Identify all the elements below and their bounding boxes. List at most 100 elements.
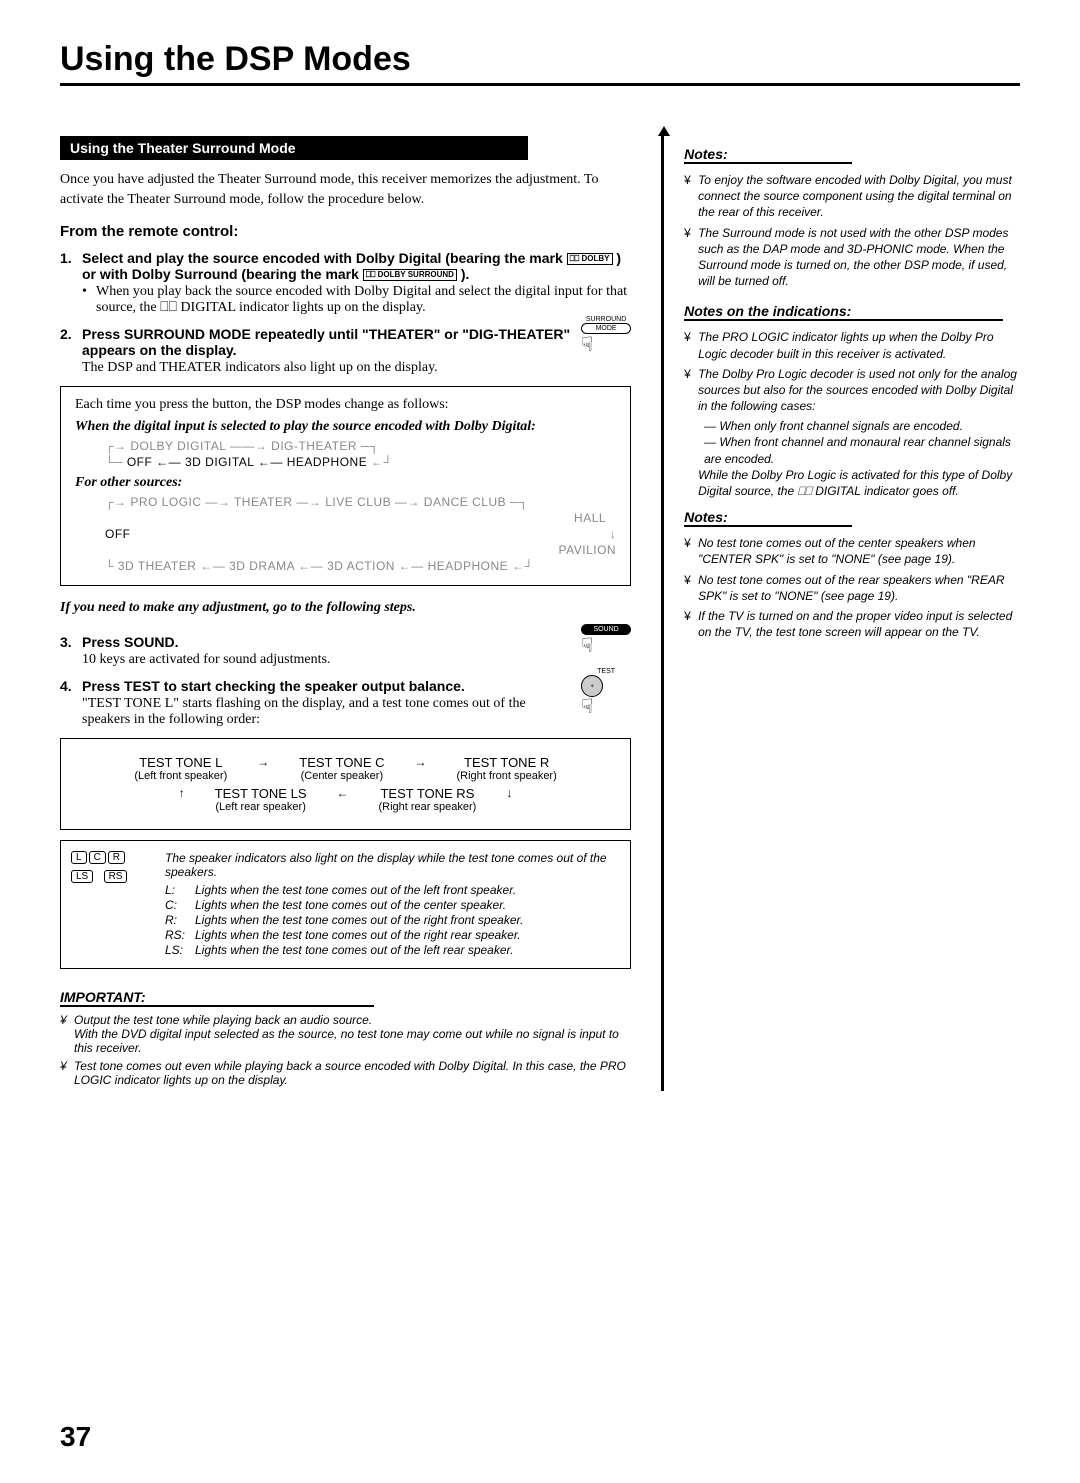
arrow-icon: ← (337, 786, 349, 813)
important-heading: IMPORTANT: (60, 989, 374, 1007)
page-title: Using the DSP Modes (60, 40, 1020, 86)
tone-l: TEST TONE L(Left front speaker) (134, 755, 227, 782)
spk-ls-text: Lights when the test tone comes out of t… (195, 943, 513, 957)
tone-ls-sub: (Left rear speaker) (215, 801, 307, 813)
step-1-title-a: Select and play the source encoded with … (82, 250, 567, 266)
arrow-up-icon: ↑ (179, 786, 185, 813)
imp-2: Test tone comes out even while playing b… (74, 1059, 631, 1087)
step-2-num: 2. (60, 326, 82, 376)
spk-k-ls: LS: (165, 943, 195, 957)
tone-c-label: TEST TONE C (299, 755, 384, 770)
spk-r-text: Lights when the test tone comes out of t… (195, 913, 523, 927)
sound-button-icon: SOUND ☟ (581, 624, 631, 656)
notes-1-heading: Notes: (684, 146, 852, 164)
step-1: 1. Select and play the source encoded wi… (60, 250, 631, 282)
imp-1b: With the DVD digital input selected as t… (74, 1027, 619, 1055)
flow-off-text: OFF (105, 527, 131, 541)
spk-rs-text: Lights when the test tone comes out of t… (195, 928, 521, 942)
spk-l-icon: L (71, 851, 87, 864)
flow-hall: HALL (105, 511, 606, 525)
test-button-icon: TEST + ☟ (581, 668, 631, 717)
mode-button: MODE (581, 323, 631, 334)
flow-o1-text: PRO LOGIC —→ THEATER —→ LIVE CLUB —→ DAN… (130, 495, 506, 509)
step-4-title: Press TEST to start checking the speaker… (82, 678, 465, 694)
note-1b: The Surround mode is not used with the o… (698, 225, 1020, 290)
tone-ls: TEST TONE LS(Left rear speaker) (215, 786, 307, 813)
arrow-icon: → (257, 755, 269, 782)
tone-l-label: TEST TONE L (134, 755, 227, 770)
tone-rs: TEST TONE RS(Right rear speaker) (379, 786, 477, 813)
spk-k-c: C: (165, 898, 195, 912)
flow-pavilion: PAVILION (105, 543, 616, 557)
surround-mode-button-icon: SURROUND MODE ☟ (581, 316, 631, 355)
spk-ls-icon: LS (71, 870, 93, 883)
test-button: + (581, 675, 603, 697)
flow-digital-1: ┌→ DOLBY DIGITAL ——→ DIG-THEATER ─┐ (105, 439, 616, 453)
hand-icon: ☟ (581, 335, 631, 355)
flow-d1-text: DOLBY DIGITAL ——→ DIG-THEATER (130, 439, 357, 453)
spk-c-text: Lights when the test tone comes out of t… (195, 898, 506, 912)
remote-heading: From the remote control: (60, 223, 631, 240)
note-3a: No test tone comes out of the center spe… (698, 535, 1020, 567)
step-2: 2. Press SURROUND MODE repeatedly until … (60, 326, 571, 376)
note-3b: No test tone comes out of the rear speak… (698, 572, 1020, 604)
step-3: 3. Press SOUND. 10 keys are activated fo… (60, 634, 571, 668)
hand-icon: ☟ (581, 636, 631, 656)
dolby-digital-text: DOLBY (582, 254, 610, 263)
important-body: Output the test tone while playing back … (60, 1013, 631, 1087)
flow-off: OFF↓ (105, 527, 616, 541)
test-label: TEST (581, 668, 631, 675)
tone-c-sub: (Center speaker) (299, 770, 384, 782)
sound-button: SOUND (581, 624, 631, 635)
tone-r: TEST TONE R(Right front speaker) (457, 755, 557, 782)
intro-text: Once you have adjusted the Theater Surro… (60, 170, 631, 209)
tone-r-sub: (Right front speaker) (457, 770, 557, 782)
flow-o2-text: 3D THEATER ←— 3D DRAMA ←— 3D ACTION ←— H… (118, 559, 508, 573)
flow-digital-2: └─ OFF ←— 3D DIGITAL ←— HEADPHONE ←┘ (105, 455, 616, 469)
section-bar: Using the Theater Surround Mode (60, 136, 528, 160)
tone-rs-label: TEST TONE RS (379, 786, 477, 801)
step-1-title-c: ). (461, 266, 470, 282)
step-3-desc: 10 keys are activated for sound adjustme… (82, 652, 571, 668)
dolby-surround-text: DOLBY SURROUND (378, 270, 454, 279)
spk-k-r: R: (165, 913, 195, 927)
imp-1: Output the test tone while playing back … (74, 1013, 372, 1027)
step-1-num: 1. (60, 250, 82, 282)
note-3c: If the TV is turned on and the proper vi… (698, 608, 1020, 640)
tone-ls-label: TEST TONE LS (215, 786, 307, 801)
spk-k-l: L: (165, 883, 195, 897)
dolby-surround-mark-icon: ⎕⎕ DOLBY SURROUND (363, 269, 457, 281)
step-2-desc: The DSP and THEATER indicators also ligh… (82, 360, 571, 376)
step-4-num: 4. (60, 678, 82, 728)
dolby-digital-mark-icon: ⎕⎕ DOLBY (567, 253, 613, 265)
note-2b2: — When front channel and monaural rear c… (704, 434, 1020, 466)
step-4: 4. Press TEST to start checking the spea… (60, 678, 571, 728)
note-2a: The PRO LOGIC indicator lights up when t… (698, 329, 1020, 361)
adjust-note: If you need to make any adjustment, go t… (60, 600, 631, 616)
step-3-num: 3. (60, 634, 82, 668)
flow-digital-title: When the digital input is selected to pl… (75, 419, 616, 435)
tone-c: TEST TONE C(Center speaker) (299, 755, 384, 782)
note-2b3: While the Dolby Pro Logic is activated f… (698, 467, 1020, 499)
note-2b1: — When only front channel signals are en… (704, 418, 1020, 434)
flow-other-2: └ 3D THEATER ←— 3D DRAMA ←— 3D ACTION ←—… (105, 559, 616, 573)
spk-l-text: Lights when the test tone comes out of t… (195, 883, 516, 897)
test-tone-box: TEST TONE L(Left front speaker) → TEST T… (60, 738, 631, 830)
hand-icon: ☟ (581, 697, 631, 717)
step-1-bullet: When you play back the source encoded wi… (82, 284, 631, 316)
tone-l-sub: (Left front speaker) (134, 770, 227, 782)
notes-3-heading: Notes: (684, 509, 852, 527)
spk-rs-icon: RS (104, 870, 128, 883)
step-4-desc: "TEST TONE L" starts flashing on the dis… (82, 696, 571, 728)
spk-k-rs: RS: (165, 928, 195, 942)
arrow-icon: → (415, 755, 427, 782)
notes-2-heading: Notes on the indications: (684, 303, 1003, 321)
right-column: Notes: To enjoy the software encoded wit… (661, 136, 1020, 1091)
surround-label: SURROUND (581, 316, 631, 323)
spk-intro: The speaker indicators also light on the… (165, 851, 620, 879)
step-1-bullet-text: When you play back the source encoded wi… (96, 284, 631, 316)
arrow-down-icon: ↓ (506, 786, 512, 813)
tone-rs-sub: (Right rear speaker) (379, 801, 477, 813)
flow-intro: Each time you press the button, the DSP … (75, 397, 616, 413)
step-3-title: Press SOUND. (82, 634, 178, 650)
